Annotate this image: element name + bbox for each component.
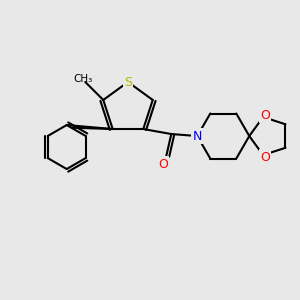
Text: S: S [124,76,132,88]
Text: O: O [260,151,270,164]
Text: CH₃: CH₃ [74,74,93,84]
Text: O: O [260,109,270,122]
Text: O: O [158,158,168,170]
Text: N: N [193,130,202,142]
